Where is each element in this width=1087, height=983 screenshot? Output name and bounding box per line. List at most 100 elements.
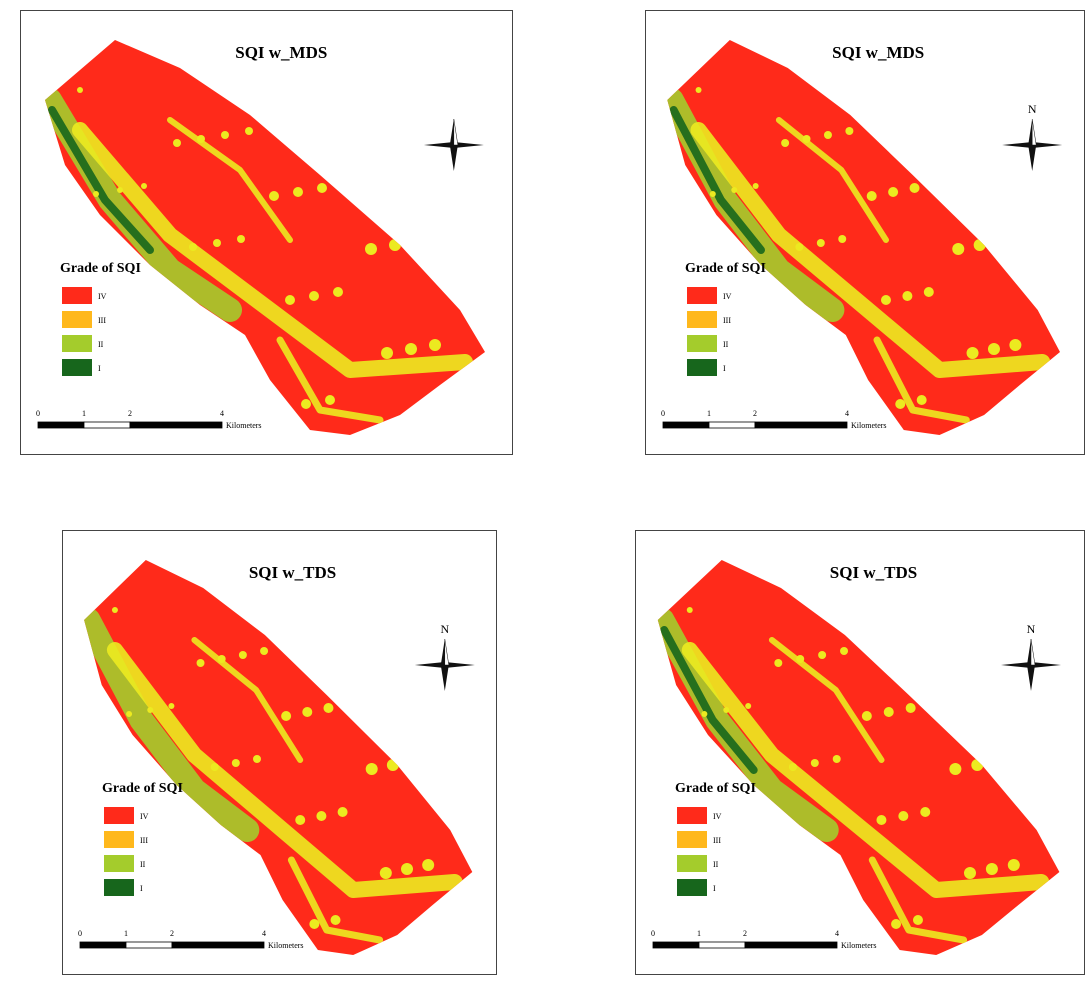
scale-unit: Kilometers [226,421,262,430]
class-patch [876,815,886,825]
class-patch [295,815,305,825]
legend-title: Grade of SQI [685,261,766,276]
class-patch [365,243,377,255]
class-patch [285,295,295,305]
class-patch [429,339,441,351]
class-patch [213,239,221,247]
legend-swatch [677,831,707,848]
legend-swatch [677,879,707,896]
class-patch [405,343,417,355]
map-title: SQI w_TDS [249,563,336,582]
legend-label: III [98,316,106,325]
scale-label: 1 [124,929,128,938]
scale-label: 4 [845,409,849,418]
class-patch [173,139,181,147]
class-patch [710,191,716,197]
class-patch [895,399,905,409]
class-patch [881,295,891,305]
class-patch [840,647,848,655]
class-patch [964,867,976,879]
legend-label: II [723,340,729,349]
class-patch [302,707,312,717]
class-patch [781,139,789,147]
scale-label: 2 [753,409,757,418]
scale-label: 0 [36,409,40,418]
class-patch [796,655,804,663]
class-patch [245,127,253,135]
class-patch [803,135,811,143]
scale-label: 2 [128,409,132,418]
class-patch [197,659,205,667]
class-patch [838,235,846,243]
class-patch [723,707,729,713]
class-patch [811,759,819,767]
scale-segment [699,942,745,948]
legend-title: Grade of SQI [102,781,183,796]
map-title: SQI w_TDS [830,563,917,582]
class-patch [917,395,927,405]
legend-label: IV [140,812,149,821]
legend-swatch [104,855,134,872]
scale-segment [663,422,709,428]
class-patch [325,395,335,405]
legend-label: I [140,884,143,893]
scale-segment [755,422,847,428]
class-patch [197,135,205,143]
class-patch [381,347,393,359]
scale-segment [130,422,222,428]
scale-label: 0 [661,409,665,418]
class-patch [331,915,341,925]
scale-unit: Kilometers [268,941,304,950]
class-patch [687,607,693,613]
class-patch [269,191,279,201]
legend-label: I [98,364,101,373]
scale-segment [709,422,755,428]
scale-label: 0 [651,929,655,938]
map-panel: SQI w_MDSGrade of SQIIVIIIIII0124Kilomet… [21,11,513,455]
scale-label: 2 [170,929,174,938]
legend-swatch [687,359,717,376]
class-patch [910,183,920,193]
scale-unit: Kilometers [851,421,887,430]
class-patch [221,131,229,139]
legend-label: I [723,364,726,373]
class-patch [924,287,934,297]
class-patch [862,711,872,721]
class-patch [168,703,174,709]
legend-label: II [140,860,146,869]
class-patch [323,703,333,713]
class-patch [949,763,961,775]
scale-label: 1 [707,409,711,418]
scale-segment [172,942,264,948]
class-patch [401,863,413,875]
class-patch [1008,859,1020,871]
class-patch [366,763,378,775]
class-patch [317,183,327,193]
legend-label: III [713,836,721,845]
class-patch [112,607,118,613]
class-patch [753,183,759,189]
legend-label: IV [723,292,732,301]
class-patch [701,711,707,717]
class-patch [422,859,434,871]
legend-swatch [104,807,134,824]
class-patch [888,187,898,197]
scale-label: 4 [262,929,266,938]
class-patch [952,243,964,255]
scale-label: 0 [78,929,82,938]
class-patch [891,919,901,929]
class-patch [237,235,245,243]
legend-label: II [713,860,719,869]
class-patch [232,759,240,767]
class-patch [301,399,311,409]
class-patch [967,347,979,359]
legend-label: IV [98,292,107,301]
legend-swatch [104,831,134,848]
scale-segment [84,422,130,428]
class-patch [147,707,153,713]
class-patch [745,703,751,709]
class-patch [988,343,1000,355]
class-patch [774,659,782,667]
scale-label: 1 [82,409,86,418]
legend-label: III [140,836,148,845]
